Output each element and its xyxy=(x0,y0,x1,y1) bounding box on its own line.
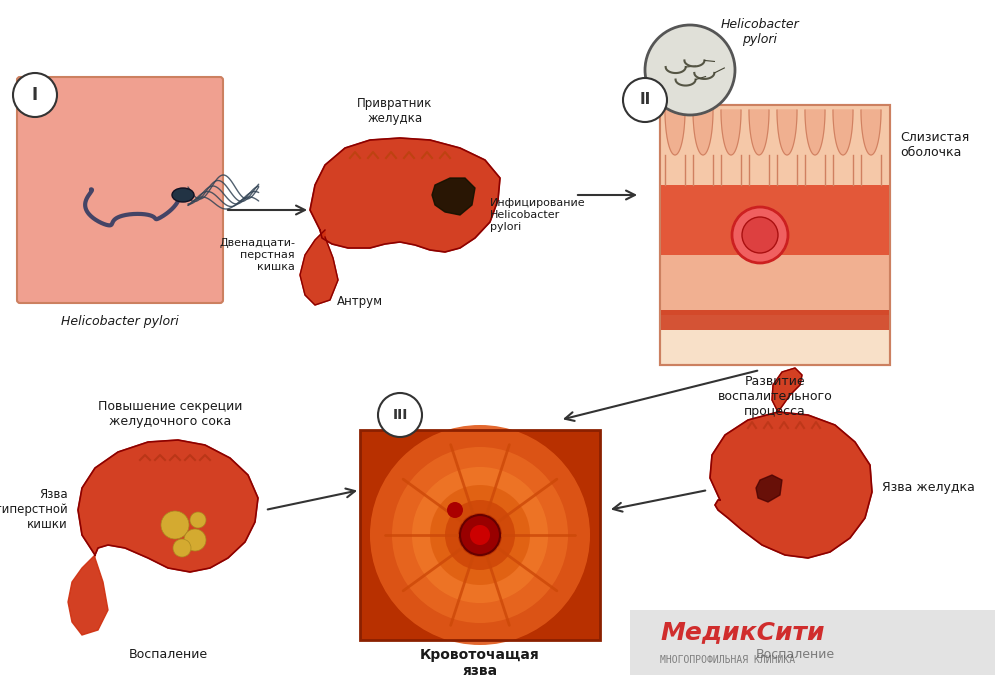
Polygon shape xyxy=(805,110,825,155)
Text: Инфицирование
Helicobacter
pylori: Инфицирование Helicobacter pylori xyxy=(490,198,586,232)
Polygon shape xyxy=(861,110,881,155)
Circle shape xyxy=(460,515,500,555)
Circle shape xyxy=(13,73,57,117)
Text: Развитие
воспалительного
процесса: Развитие воспалительного процесса xyxy=(718,375,832,418)
Text: Антрум: Антрум xyxy=(337,295,383,308)
Polygon shape xyxy=(710,412,872,558)
Circle shape xyxy=(445,500,515,570)
Polygon shape xyxy=(665,110,685,155)
Circle shape xyxy=(184,529,206,551)
Circle shape xyxy=(370,425,590,645)
Circle shape xyxy=(190,512,206,528)
FancyBboxPatch shape xyxy=(660,105,890,365)
Polygon shape xyxy=(833,110,853,155)
Polygon shape xyxy=(772,368,802,412)
Polygon shape xyxy=(721,110,741,155)
Bar xyxy=(630,610,995,675)
Circle shape xyxy=(378,393,422,437)
Circle shape xyxy=(732,207,788,263)
Text: Слизистая
оболочка: Слизистая оболочка xyxy=(900,131,969,159)
Bar xyxy=(660,105,890,185)
Polygon shape xyxy=(756,475,782,502)
Circle shape xyxy=(470,525,490,545)
Circle shape xyxy=(161,511,189,539)
Circle shape xyxy=(412,467,548,603)
Text: Язва
двенадцатиперстной
кишки: Язва двенадцатиперстной кишки xyxy=(0,489,68,531)
Circle shape xyxy=(742,217,778,253)
Text: МНОГОПРОФИЛЬНАЯ КЛИНИКА: МНОГОПРОФИЛЬНАЯ КЛИНИКА xyxy=(660,655,795,665)
Circle shape xyxy=(430,485,530,585)
Text: Кровоточащая
язва: Кровоточащая язва xyxy=(420,648,540,678)
Polygon shape xyxy=(68,555,108,635)
Circle shape xyxy=(458,513,502,557)
Polygon shape xyxy=(432,178,475,215)
Ellipse shape xyxy=(172,188,194,202)
Circle shape xyxy=(623,78,667,122)
Circle shape xyxy=(392,447,568,623)
Polygon shape xyxy=(78,440,258,572)
Bar xyxy=(660,185,890,255)
Bar xyxy=(660,255,890,315)
Polygon shape xyxy=(310,138,500,252)
Text: МедикСити: МедикСити xyxy=(660,620,824,644)
Text: Повышение секреции
желудочного сока: Повышение секреции желудочного сока xyxy=(98,400,242,428)
Text: Язва желудка: Язва желудка xyxy=(882,482,975,494)
Text: Воспаление: Воспаление xyxy=(755,648,835,661)
Circle shape xyxy=(173,539,191,557)
Text: Двенадцати-
перстная
кишка: Двенадцати- перстная кишка xyxy=(219,239,295,272)
Circle shape xyxy=(447,502,463,518)
Text: III: III xyxy=(392,408,408,422)
Text: Helicobacter pylori: Helicobacter pylori xyxy=(61,315,179,328)
Bar xyxy=(360,430,600,640)
Polygon shape xyxy=(777,110,797,155)
Polygon shape xyxy=(749,110,769,155)
Text: II: II xyxy=(639,92,651,108)
Bar xyxy=(360,430,600,640)
Circle shape xyxy=(645,25,735,115)
Polygon shape xyxy=(693,110,713,155)
FancyBboxPatch shape xyxy=(17,77,223,303)
Text: I: I xyxy=(32,86,38,104)
Text: Воспаление: Воспаление xyxy=(128,648,208,661)
Polygon shape xyxy=(300,230,338,305)
Text: Helicobacter
pylori: Helicobacter pylori xyxy=(721,18,799,46)
Bar xyxy=(660,310,890,330)
Text: Привратник
желудка: Привратник желудка xyxy=(357,97,433,125)
